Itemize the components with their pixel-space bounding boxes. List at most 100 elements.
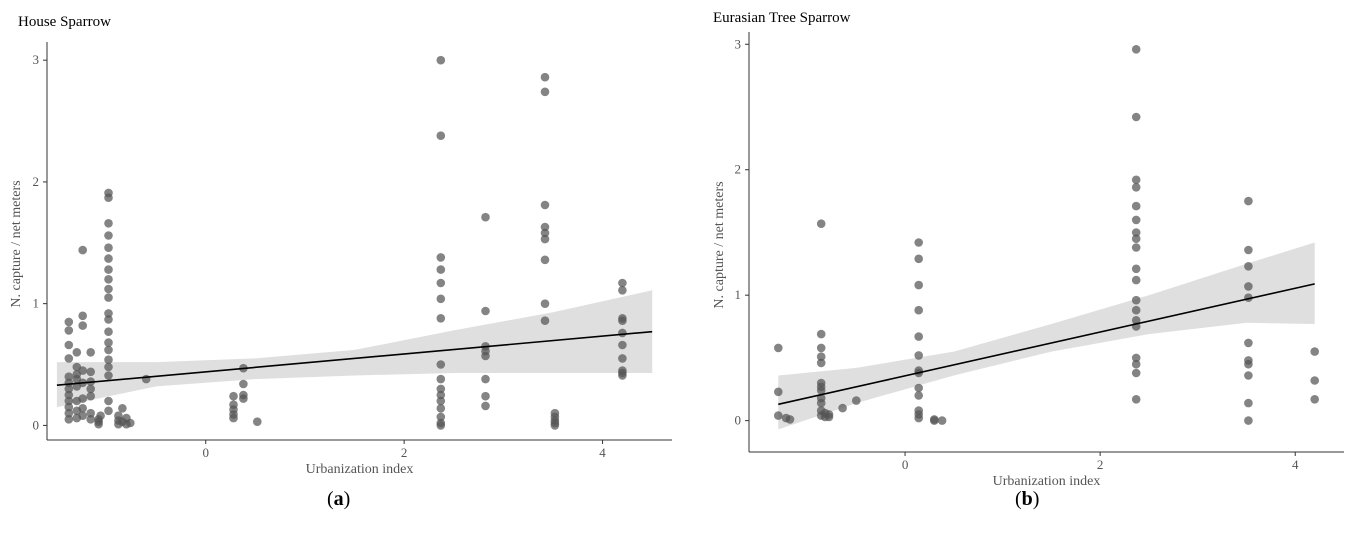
data-point [436, 131, 446, 140]
x-tick-label: 0 [902, 457, 909, 472]
data-point [1244, 359, 1253, 369]
data-point [229, 391, 238, 401]
data-point [914, 413, 923, 423]
data-point [540, 222, 550, 232]
data-point [852, 396, 861, 405]
data-point [436, 384, 446, 394]
data-point [937, 416, 947, 425]
data-point [436, 421, 446, 430]
data-point [104, 265, 113, 274]
chart-title: Eurasian Tree Sparrow [713, 10, 851, 26]
data-point [64, 390, 74, 400]
data-point [914, 238, 923, 247]
data-point [816, 352, 826, 362]
data-point [618, 286, 627, 295]
data-point [64, 384, 74, 394]
data-point [481, 306, 490, 316]
data-point [618, 340, 627, 350]
data-point [86, 415, 95, 424]
data-point [78, 321, 87, 330]
data-point [436, 253, 446, 262]
data-point [774, 387, 783, 397]
data-point [1244, 371, 1253, 380]
data-point [64, 396, 74, 406]
points-group [774, 45, 1319, 425]
data-point [78, 245, 87, 255]
data-point [540, 200, 550, 210]
data-point [104, 406, 113, 416]
trend-line [56, 330, 653, 387]
data-point [104, 243, 113, 252]
data-point [1131, 175, 1141, 185]
data-point [104, 362, 113, 372]
data-point [239, 379, 248, 389]
data-point [1131, 183, 1141, 192]
data-point [1131, 316, 1141, 325]
data-point [104, 254, 113, 263]
data-point [824, 412, 834, 422]
points-group [64, 55, 627, 430]
data-point [436, 314, 446, 323]
data-point [1131, 201, 1141, 211]
data-point [540, 255, 550, 265]
y-axis-title: N. capture / net meters [712, 181, 727, 308]
data-point [64, 408, 74, 418]
data-point [618, 371, 627, 380]
x-tick-label: 4 [599, 445, 606, 460]
panel-label-a: (a) [327, 488, 351, 510]
data-point [1131, 359, 1141, 369]
data-point [774, 343, 783, 353]
data-point [1244, 196, 1253, 206]
data-point [816, 358, 826, 368]
data-point [816, 386, 826, 395]
x-tick-label: 0 [202, 445, 209, 460]
data-point [1131, 264, 1141, 274]
data-point [540, 72, 550, 82]
data-point [104, 284, 113, 294]
x-tick-label: 4 [1292, 457, 1299, 472]
scatter-plot-house-sparrow: 0 2 4 0 1 2 3 Urbanization index N. capture / ne… [9, 42, 672, 477]
data-point [914, 332, 923, 341]
data-point [436, 265, 446, 274]
data-point [838, 403, 847, 413]
data-point [1244, 245, 1253, 255]
confidence-ribbon [56, 290, 653, 408]
data-point [914, 280, 923, 290]
data-point [436, 55, 446, 65]
panel-eurasian-tree-sparrow: Eurasian Tree Sparrow 0 2 4 0 1 2 3 Urbanizatio… [686, 0, 1370, 534]
data-point [774, 411, 783, 420]
data-point [436, 374, 446, 384]
data-point [1244, 338, 1253, 348]
data-point [540, 87, 550, 97]
data-point [436, 412, 446, 422]
data-point [914, 351, 923, 360]
data-point [86, 348, 95, 357]
data-point [1131, 234, 1141, 243]
panel-label-b: (b) [1015, 488, 1040, 510]
data-point [1131, 305, 1141, 315]
data-point [72, 348, 82, 357]
data-point [86, 367, 95, 377]
y-tick-label: 2 [33, 174, 40, 189]
y-tick-label: 2 [735, 162, 742, 177]
data-point [1244, 416, 1253, 425]
data-point [618, 278, 627, 288]
x-tick-label: 2 [401, 445, 408, 460]
data-point [64, 372, 74, 382]
data-point [1310, 395, 1319, 404]
data-point [1131, 295, 1141, 305]
data-point [78, 311, 87, 321]
data-point [104, 371, 113, 380]
scatter-plot-eurasian-tree-sparrow: 0 2 4 0 1 2 3 Urbanization index N. capture / ne… [712, 32, 1344, 489]
data-point [104, 309, 113, 318]
data-point [104, 275, 113, 284]
data-point [1131, 275, 1141, 285]
data-point [126, 418, 135, 428]
data-point [239, 394, 248, 403]
data-point [481, 401, 490, 411]
data-point [481, 351, 490, 361]
data-point [816, 343, 826, 353]
chart-title: House Sparrow [18, 14, 111, 30]
data-point [436, 294, 446, 304]
data-point [618, 316, 627, 326]
